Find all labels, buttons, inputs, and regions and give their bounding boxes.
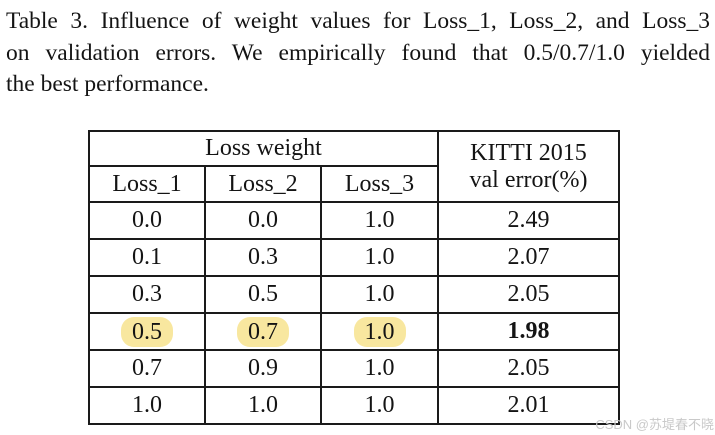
cell-loss2: 0.5 bbox=[248, 281, 278, 307]
table-row: 0.3 0.5 1.0 2.05 bbox=[88, 275, 620, 314]
results-table-container: Loss weight KITTI 2015 val error(%) Loss… bbox=[88, 130, 620, 425]
csdn-watermark: CSDN @苏堤春不晓 bbox=[595, 417, 714, 432]
cell-loss1: 0.7 bbox=[132, 355, 162, 381]
cell-loss3: 1.0 bbox=[364, 392, 395, 418]
header-row-group: Loss weight KITTI 2015 val error(%) bbox=[88, 130, 620, 203]
cell-loss1: 0.3 bbox=[132, 281, 162, 307]
cell-val-error-best: 1.98 bbox=[507, 318, 550, 344]
cell-loss2-highlighted: 0.7 bbox=[237, 316, 289, 347]
cell-loss2: 0.3 bbox=[248, 244, 278, 270]
cell-loss1-highlighted: 0.5 bbox=[121, 316, 173, 347]
cell-loss3: 1.0 bbox=[364, 207, 395, 233]
cell-val-error: 2.05 bbox=[507, 355, 550, 381]
caption-line-1: Table 3. Influence of weight values for … bbox=[6, 8, 710, 34]
col-header-loss2: Loss_2 bbox=[204, 165, 322, 203]
caption-line-3: the best performance. bbox=[6, 71, 209, 97]
table-row: 0.0 0.0 1.0 2.49 bbox=[88, 201, 620, 240]
cell-loss2: 0.9 bbox=[248, 355, 278, 381]
table-row: 1.0 1.0 1.0 2.01 bbox=[88, 386, 620, 425]
caption-line-2: on validation errors. We empirically fou… bbox=[6, 39, 710, 66]
results-table: Loss weight KITTI 2015 val error(%) Loss… bbox=[88, 130, 620, 425]
loss-weight-header: Loss weight bbox=[88, 130, 439, 167]
col-header-loss3: Loss_3 bbox=[320, 165, 439, 203]
cell-val-error: 2.01 bbox=[507, 392, 550, 418]
cell-loss2: 1.0 bbox=[248, 392, 278, 418]
cell-loss1: 0.1 bbox=[132, 244, 162, 270]
table-row-best: 0.5 0.7 1.0 1.98 bbox=[88, 312, 620, 351]
kitti-header-line2: val error(%) bbox=[469, 166, 588, 193]
cell-loss3: 1.0 bbox=[364, 355, 395, 381]
header-row-columns: Loss_1 Loss_2 Loss_3 bbox=[88, 165, 619, 203]
cell-loss3: 1.0 bbox=[364, 281, 395, 307]
cell-loss2: 0.0 bbox=[248, 207, 278, 233]
cell-loss1: 0.0 bbox=[132, 207, 162, 233]
cell-loss3-highlighted: 1.0 bbox=[353, 316, 406, 347]
kitti-header-line1: KITTI 2015 bbox=[470, 139, 587, 166]
table-row: 0.1 0.3 1.0 2.07 bbox=[88, 238, 620, 277]
cell-loss1: 1.0 bbox=[132, 392, 162, 418]
cell-val-error: 2.49 bbox=[507, 207, 550, 233]
cell-val-error: 2.07 bbox=[507, 244, 550, 270]
col-header-loss1: Loss_1 bbox=[88, 165, 206, 203]
kitti-header: KITTI 2015 val error(%) bbox=[437, 130, 620, 203]
cell-val-error: 2.05 bbox=[507, 281, 550, 307]
table-row: 0.7 0.9 1.0 2.05 bbox=[88, 349, 620, 388]
table-caption: Table 3. Influence of weight values for … bbox=[6, 6, 710, 101]
cell-loss3: 1.0 bbox=[364, 244, 395, 270]
